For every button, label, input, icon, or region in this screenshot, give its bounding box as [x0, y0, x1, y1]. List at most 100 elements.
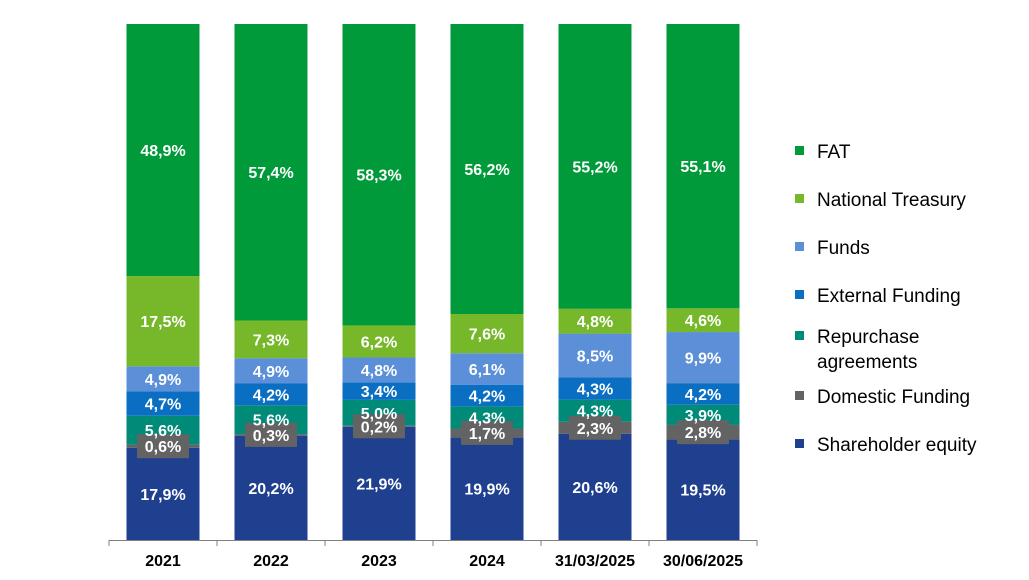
bars-group	[126, 24, 740, 540]
data-label: 0,6%	[145, 439, 181, 456]
data-label: 9,9%	[685, 351, 721, 368]
legend-item: Domestic Funding	[795, 385, 1025, 410]
legend-label: National Treasury	[817, 190, 966, 211]
data-label: 6,2%	[361, 334, 397, 351]
x-tick-label: 31/03/2025	[555, 553, 635, 570]
data-label: 0,3%	[253, 428, 289, 445]
bar-segment	[450, 24, 524, 314]
legend-label: Domestic Funding	[817, 387, 971, 408]
data-label: 4,3%	[577, 404, 613, 421]
bar-segment	[558, 24, 632, 309]
bar-segment	[666, 24, 740, 309]
data-label: 4,9%	[145, 372, 181, 389]
x-tick-label: 2021	[145, 553, 181, 570]
data-label: 5,6%	[145, 423, 181, 440]
data-label: 2,8%	[685, 425, 721, 442]
data-label-box	[461, 420, 513, 445]
bar-segment	[558, 433, 632, 540]
bar-segment	[234, 435, 308, 540]
legend-item: External Funding	[795, 284, 1025, 309]
data-label: 4,3%	[577, 382, 613, 399]
data-label: 4,2%	[253, 387, 289, 404]
data-label: 56,2%	[464, 162, 509, 179]
legend-swatch	[795, 146, 804, 155]
bar-segment	[234, 358, 308, 384]
data-label: 17,5%	[140, 314, 185, 331]
legend-label: Shareholder equity	[817, 435, 977, 456]
bar-segment	[342, 325, 416, 358]
data-label: 4,9%	[253, 364, 289, 381]
bar-segment	[558, 377, 632, 400]
data-label: 4,6%	[685, 313, 721, 330]
legend-label: Funds	[817, 238, 870, 259]
legend-item: Repurchase agreements	[795, 325, 1025, 375]
data-label: 21,9%	[356, 476, 401, 493]
data-label: 4,8%	[577, 314, 613, 331]
legend-item: Funds	[795, 236, 1025, 261]
legend-swatch	[795, 242, 804, 251]
data-label: 4,3%	[469, 410, 505, 427]
bar-segment	[666, 439, 740, 540]
data-label: 1,7%	[469, 426, 505, 443]
bar-segment	[666, 308, 740, 333]
bar-segment	[234, 320, 308, 359]
bar-segment	[126, 24, 200, 277]
bar-segment	[666, 404, 740, 425]
data-label: 8,5%	[577, 349, 613, 366]
x-tick-label: 30/06/2025	[663, 553, 743, 570]
data-label: 3,4%	[361, 384, 397, 401]
data-label: 19,5%	[680, 483, 725, 500]
data-label: 0,2%	[361, 419, 397, 436]
legend-swatch	[795, 331, 804, 340]
legend-swatch	[795, 290, 804, 299]
data-label: 5,6%	[253, 413, 289, 430]
legend-swatch	[795, 439, 804, 448]
legend-swatch	[795, 194, 804, 203]
data-label: 7,6%	[469, 327, 505, 344]
legend-label: Repurchase agreements	[817, 327, 920, 373]
data-label: 4,8%	[361, 363, 397, 380]
data-label: 4,2%	[469, 389, 505, 406]
data-label-box	[569, 415, 621, 440]
x-tick-label: 2023	[361, 553, 397, 570]
bar-segment	[558, 308, 632, 334]
bar-segment	[450, 384, 524, 407]
bar-segment	[450, 437, 524, 540]
data-label: 5,0%	[361, 406, 397, 423]
data-label: 55,2%	[572, 159, 617, 176]
bar-segment	[126, 276, 200, 367]
data-label-box	[353, 414, 405, 439]
x-axis: 2021 2022 2023 2024 31/03/2025 30/06/2025	[108, 540, 758, 570]
data-label-box	[677, 420, 729, 445]
legend-swatch	[795, 391, 804, 400]
data-label: 7,3%	[253, 332, 289, 349]
legend-item: National Treasury	[795, 188, 1025, 213]
bar-segment	[450, 313, 524, 354]
x-tick-label: 2022	[253, 553, 289, 570]
data-label: 19,9%	[464, 482, 509, 499]
data-label: 2,3%	[577, 421, 613, 438]
legend-label: FAT	[817, 142, 851, 163]
bar-segment	[342, 24, 416, 326]
bar-segment	[126, 366, 200, 392]
data-label: 20,2%	[248, 481, 293, 498]
bar-segment	[666, 332, 740, 384]
data-label: 6,1%	[469, 362, 505, 379]
legend-item: FAT	[795, 140, 1025, 165]
legend-item: Shareholder equity	[795, 433, 1025, 458]
bar-segment	[558, 333, 632, 378]
data-label: 57,4%	[248, 165, 293, 182]
data-label: 17,9%	[140, 487, 185, 504]
bar-segment	[342, 357, 416, 383]
bar-segment	[666, 383, 740, 405]
data-label: 20,6%	[572, 480, 617, 497]
bar-segment	[126, 447, 200, 540]
data-label-box	[245, 422, 297, 447]
bar-segment	[342, 382, 416, 400]
x-tick-label: 2024	[469, 553, 505, 570]
bar-segment	[450, 353, 524, 385]
data-label: 48,9%	[140, 143, 185, 160]
bar-segment	[126, 391, 200, 416]
bar-segment	[342, 426, 416, 540]
